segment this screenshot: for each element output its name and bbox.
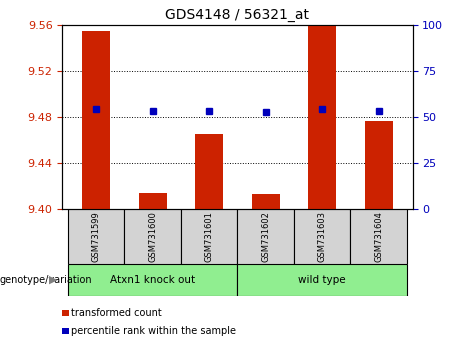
- FancyBboxPatch shape: [237, 264, 407, 296]
- Text: GSM731601: GSM731601: [205, 211, 213, 262]
- Text: percentile rank within the sample: percentile rank within the sample: [71, 326, 236, 336]
- Text: GSM731599: GSM731599: [92, 211, 100, 262]
- FancyBboxPatch shape: [68, 264, 237, 296]
- FancyBboxPatch shape: [350, 209, 407, 264]
- FancyBboxPatch shape: [68, 209, 124, 264]
- Text: GSM731600: GSM731600: [148, 211, 157, 262]
- Text: wild type: wild type: [298, 275, 346, 285]
- FancyBboxPatch shape: [237, 209, 294, 264]
- FancyBboxPatch shape: [124, 209, 181, 264]
- Bar: [252, 194, 280, 209]
- Title: GDS4148 / 56321_at: GDS4148 / 56321_at: [165, 8, 309, 22]
- Text: GSM731603: GSM731603: [318, 211, 327, 262]
- Text: ▶: ▶: [49, 275, 58, 285]
- Bar: [138, 193, 167, 209]
- FancyBboxPatch shape: [181, 209, 237, 264]
- Text: GSM731604: GSM731604: [374, 211, 383, 262]
- Bar: [82, 30, 110, 209]
- FancyBboxPatch shape: [294, 209, 350, 264]
- Text: Atxn1 knock out: Atxn1 knock out: [110, 275, 195, 285]
- Text: GSM731602: GSM731602: [261, 211, 270, 262]
- Bar: [308, 25, 337, 209]
- Bar: [365, 121, 393, 209]
- Text: transformed count: transformed count: [71, 308, 161, 318]
- Bar: [195, 134, 223, 209]
- Text: genotype/variation: genotype/variation: [0, 275, 93, 285]
